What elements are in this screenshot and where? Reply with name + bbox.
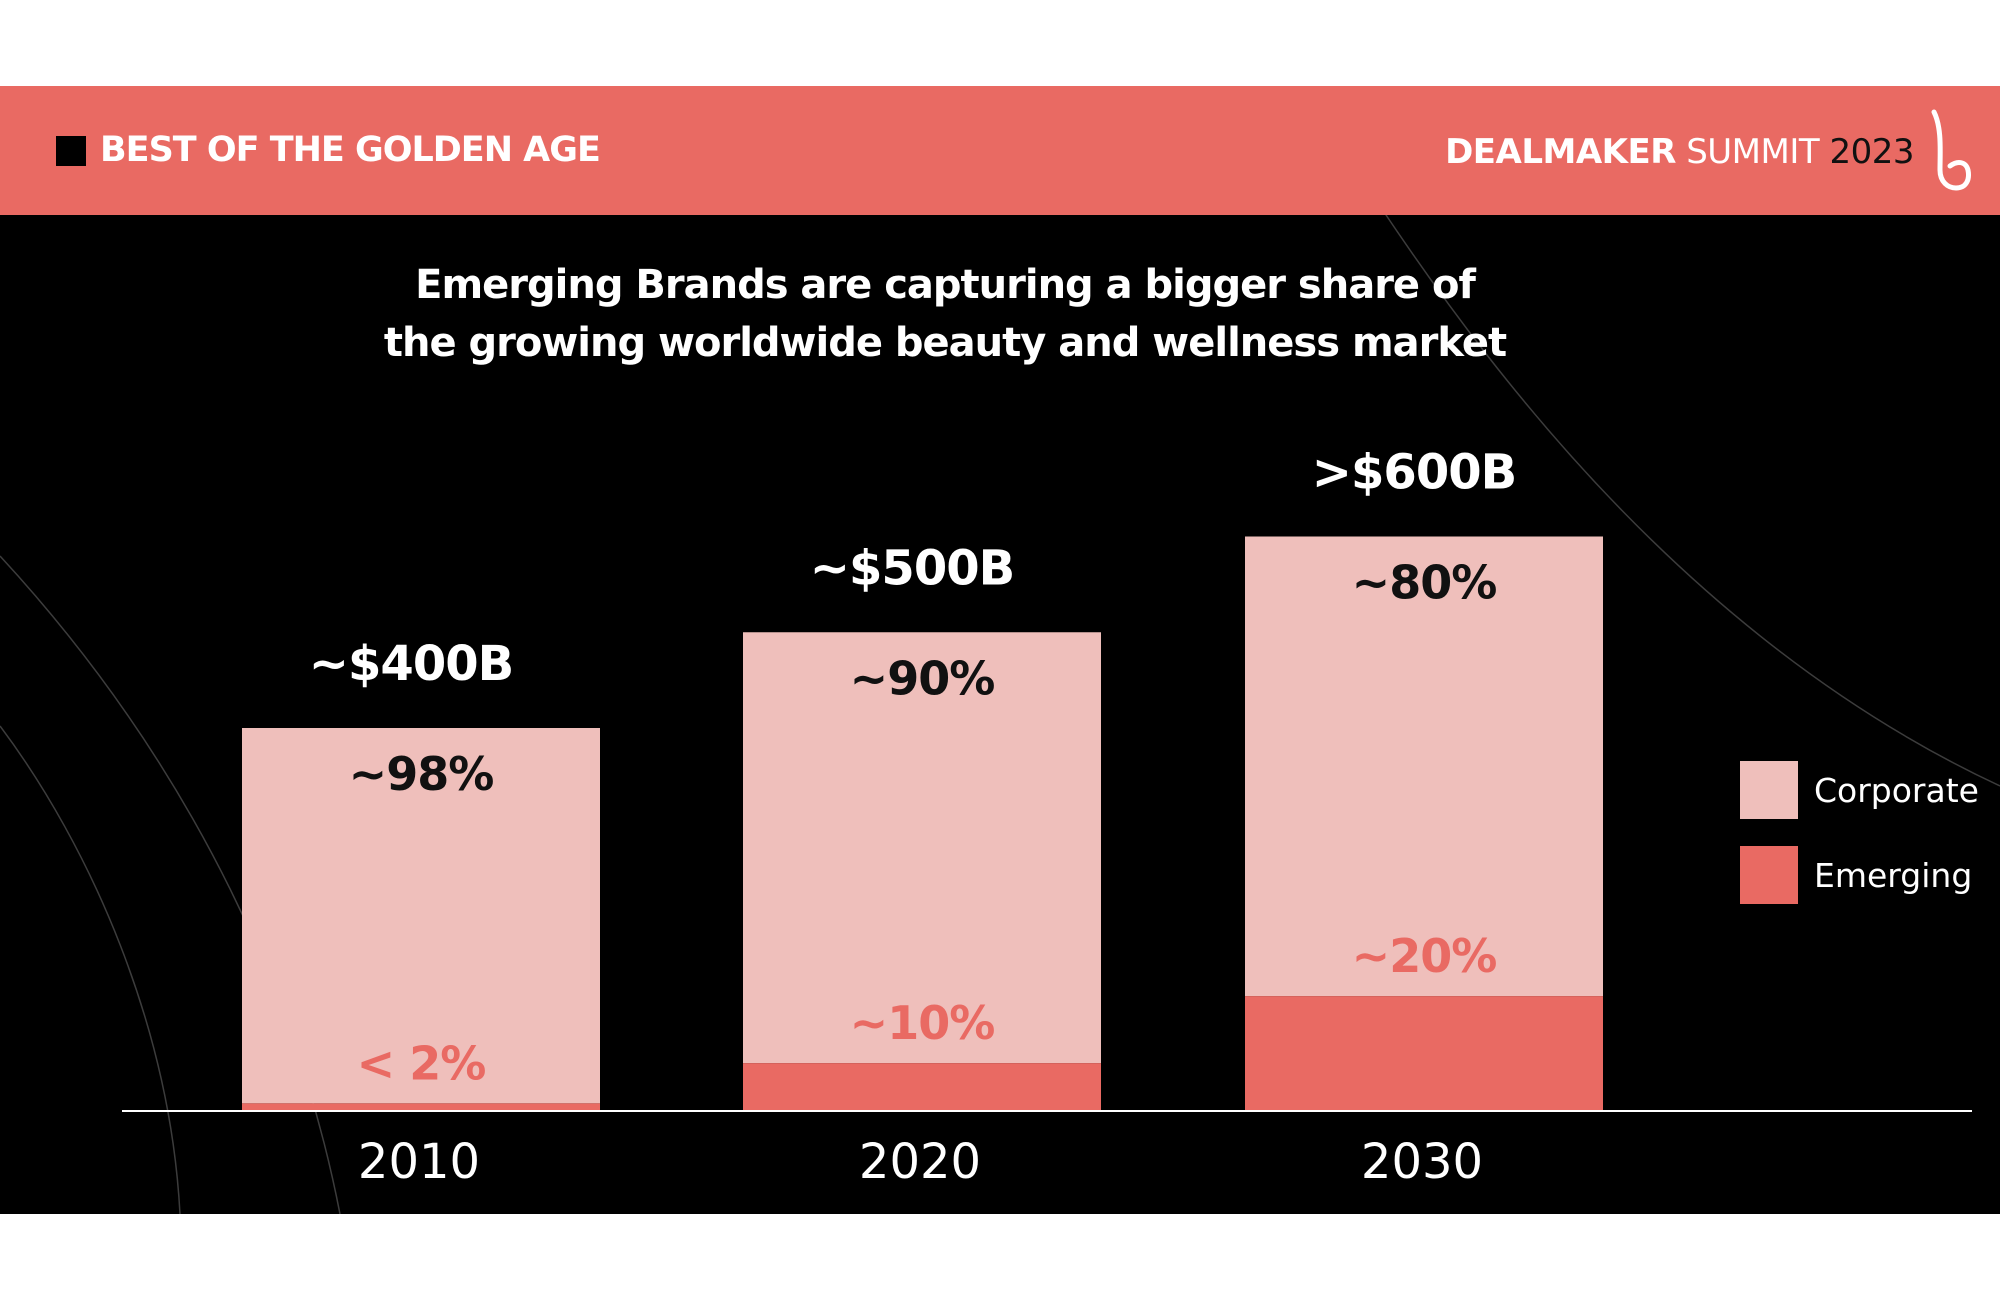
stacked-bar-chart: ~$400B ~98% < 2% 2010 ~$500B ~90% ~10% 2020 >$60… — [122, 445, 1972, 1190]
total-label-2010: ~$400B — [309, 636, 513, 692]
headline-line-1: Emerging Brands are capturing a bigger s… — [415, 262, 1476, 308]
b-script-logo-icon — [1931, 109, 1971, 191]
legend-swatch-emerging — [1740, 846, 1798, 904]
brand-dealmaker: DEALMAKER — [1445, 132, 1676, 172]
legend-swatch-corporate — [1740, 761, 1798, 819]
slide: BEST OF THE GOLDEN AGE DEALMAKER SUMMIT … — [0, 86, 2000, 1214]
bar-emerging-2020 — [743, 1063, 1101, 1111]
x-tick-label-2010: 2010 — [358, 1134, 480, 1190]
corporate-label-2020: ~90% — [850, 651, 995, 705]
bar-corporate-2010 — [242, 728, 600, 1104]
legend-corporate: Corporate — [1740, 761, 1979, 819]
corporate-label-2010: ~98% — [349, 747, 494, 801]
legend-label-corporate: Corporate — [1814, 770, 1979, 810]
header-title: BEST OF THE GOLDEN AGE — [100, 130, 601, 170]
header-bar: BEST OF THE GOLDEN AGE DEALMAKER SUMMIT … — [0, 86, 2000, 215]
x-tick-label-2020: 2020 — [859, 1134, 981, 1190]
legend-label-emerging: Emerging — [1814, 855, 1973, 895]
header-square-icon — [56, 136, 86, 166]
emerging-label-2020: ~10% — [850, 996, 995, 1050]
corporate-label-2030: ~80% — [1352, 556, 1497, 610]
total-label-2030: >$600B — [1312, 445, 1516, 501]
bar-emerging-2030 — [1245, 996, 1603, 1111]
emerging-label-2010: < 2% — [357, 1036, 486, 1090]
bar-emerging-2010 — [242, 1103, 600, 1111]
emerging-label-2030: ~20% — [1352, 929, 1497, 983]
x-tick-label-2030: 2030 — [1361, 1134, 1483, 1190]
total-label-2020: ~$500B — [810, 540, 1014, 596]
headline-line-2: the growing worldwide beauty and wellnes… — [383, 320, 1507, 366]
brand-summit: SUMMIT — [1686, 132, 1820, 172]
bar-corporate-2030 — [1245, 536, 1603, 997]
brand-year: 2023 — [1829, 132, 1914, 172]
bar-corporate-2020 — [743, 632, 1101, 1064]
summit-brand: DEALMAKER SUMMIT 2023 — [1445, 132, 1914, 172]
legend-emerging: Emerging — [1740, 846, 1972, 904]
chart-headline: Emerging Brands are capturing a bigger s… — [0, 256, 1890, 372]
